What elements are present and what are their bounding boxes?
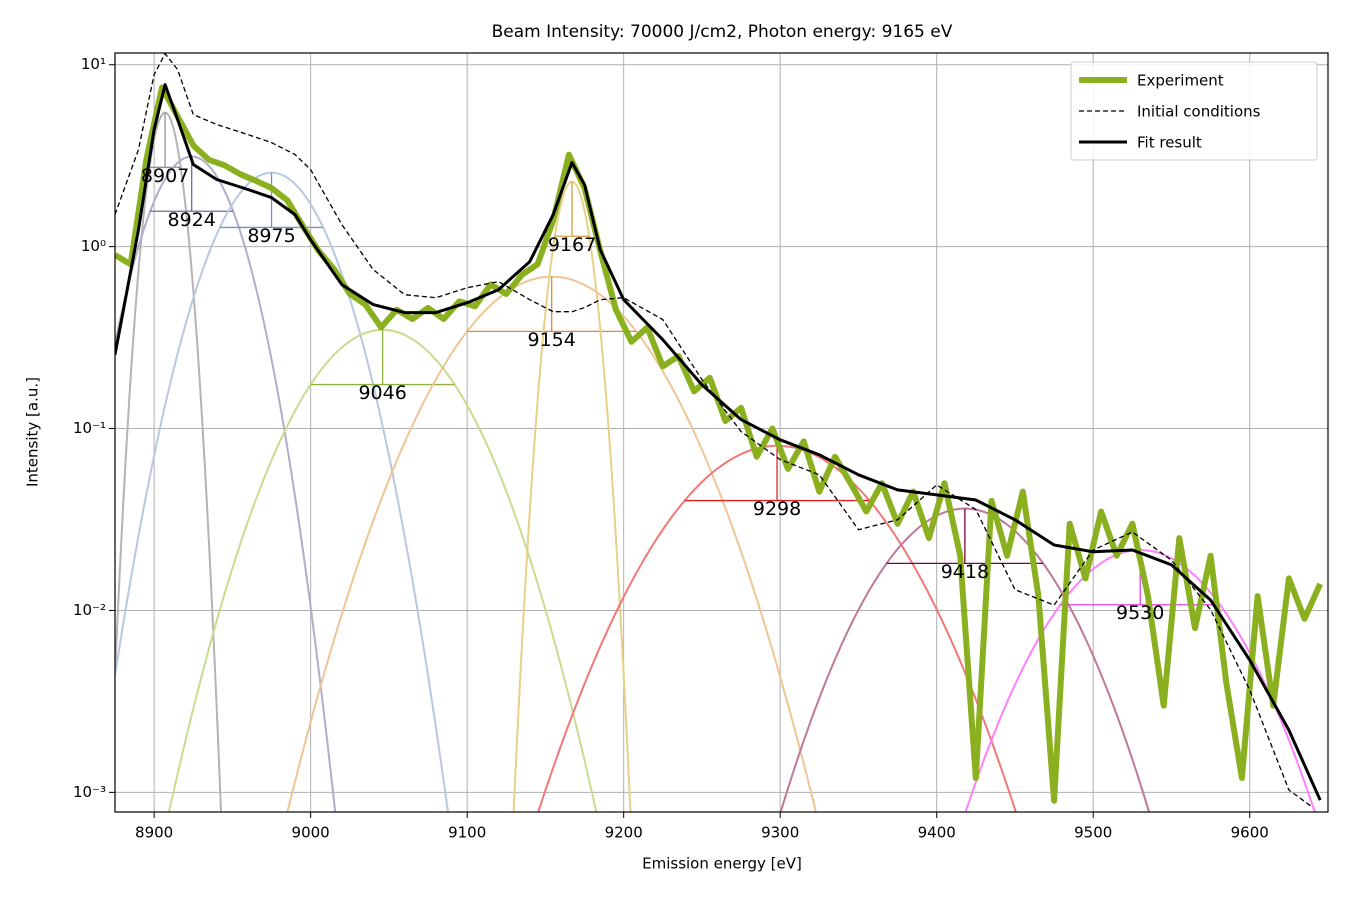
y-tick-label: 10⁰ [81,237,106,255]
component-label: 9046 [358,382,406,404]
y-axis-label: Intensity [a.u.] [24,377,42,487]
legend-label: Fit result [1137,134,1202,152]
x-tick-label: 8900 [135,824,173,842]
component-curve [286,275,817,812]
series-line [115,53,1313,808]
components [115,111,1316,812]
component-label: 9418 [941,561,989,583]
component-curve [779,507,1151,812]
component-curve [115,111,223,812]
x-tick-label: 9100 [448,824,486,842]
y-tick-label: 10⁻² [73,601,106,619]
y-tick-label: 10⁻¹ [73,419,106,437]
component-labels: 8907 8924 8975 9046 9154 9167 9298 9418 9530 [141,165,1164,624]
chart-title: Beam Intensity: 70000 J/cm2, Photon ener… [492,22,953,42]
x-tick-label: 9600 [1231,824,1269,842]
legend: Experiment Initial conditions Fit result [1070,61,1318,161]
component-curve [115,171,450,812]
x-tick-label: 9400 [918,824,956,842]
component-label: 8907 [141,165,189,187]
component-label: 9298 [753,498,801,520]
component-curve [115,155,337,812]
legend-label: Initial conditions [1137,103,1261,121]
series-lines [115,53,1323,808]
component-label: 8975 [247,225,295,247]
component-label: 9167 [548,234,596,256]
grid [115,53,1328,812]
x-axis-label: Emission energy [eV] [642,855,802,873]
x-tick-label: 9000 [292,824,330,842]
x-tick-label: 9500 [1074,824,1112,842]
x-tick-label: 9300 [761,824,799,842]
y-tick-label: 10⁻³ [73,783,106,801]
x-tick-label: 9200 [605,824,643,842]
series-line [115,83,1322,801]
legend-box [1070,61,1318,161]
component-label: 9154 [528,329,576,351]
legend-label: Experiment [1137,72,1224,90]
y-tick-label: 10¹ [81,55,106,73]
component-label: 8924 [168,209,216,231]
plot-frame [114,52,1329,813]
component-label: 9530 [1116,602,1164,624]
axes: 8900 9000 9100 9200 9300 9400 9500 9600 10⁻³ 10⁻²… [73,55,1269,841]
